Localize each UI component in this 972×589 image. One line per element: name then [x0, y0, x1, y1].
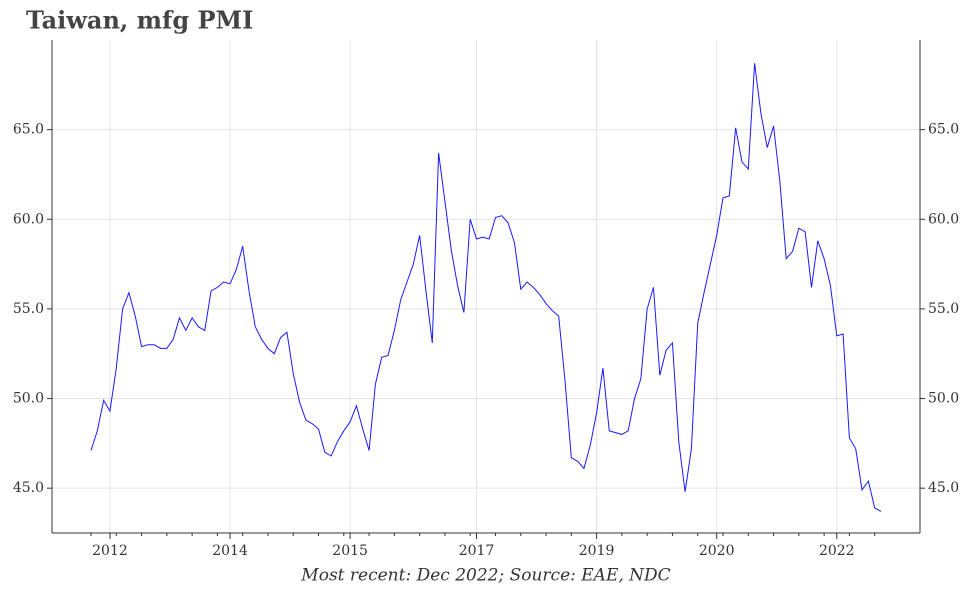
y-tick-label: 50.0 — [13, 391, 44, 407]
y2-tick-label: 60.0 — [928, 211, 959, 227]
y2-tick-label: 65.0 — [928, 122, 959, 138]
footnote: Most recent: Dec 2022; Source: EAE, NDC — [300, 566, 670, 586]
pmi-line — [90, 63, 882, 512]
y-tick-label: 65.0 — [13, 122, 44, 138]
x-tick-label: 2020 — [699, 543, 735, 559]
x-tick-label: 2014 — [212, 543, 248, 559]
y-tick-label: 55.0 — [13, 301, 44, 317]
y2-tick-label: 50.0 — [928, 391, 959, 407]
y2-tick-label: 45.0 — [928, 480, 959, 496]
chart-title: Taiwan, mfg PMI — [26, 6, 253, 35]
x-tick-label: 2017 — [459, 543, 495, 559]
y-tick-label: 45.0 — [13, 480, 44, 496]
y2-tick-label: 55.0 — [928, 301, 959, 317]
x-tick-label: 2019 — [579, 543, 615, 559]
x-tick-label: 2022 — [819, 543, 855, 559]
y-tick-label: 60.0 — [13, 211, 44, 227]
x-tick-label: 2015 — [332, 543, 368, 559]
x-tick-label: 2012 — [92, 543, 128, 559]
